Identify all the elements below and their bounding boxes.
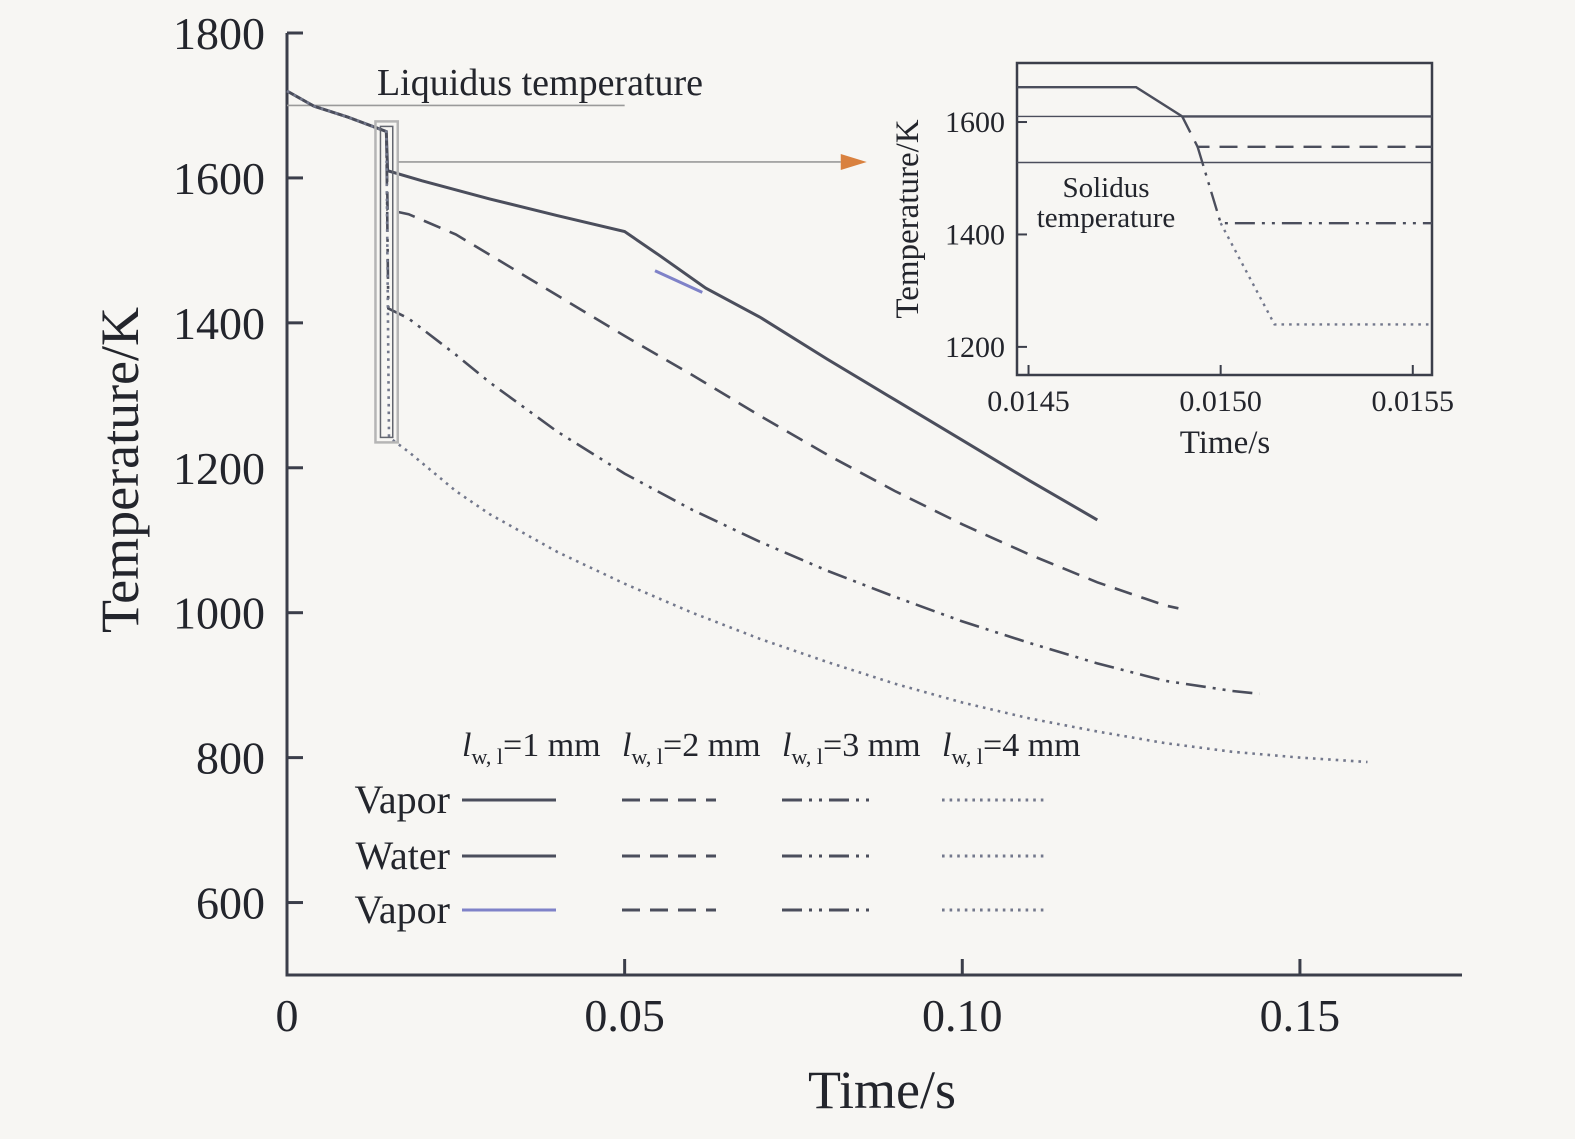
liquidus-label: Liquidus temperature — [377, 62, 703, 104]
legend: lw, l=1 mm lw, l=2 mm lw, l=3 mm lw, l=4 mm… — [354, 727, 1080, 932]
x-tick-label: 0.05 — [584, 990, 665, 1041]
y-tick-label: 1200 — [173, 443, 265, 494]
inset-y-tick-label: 1600 — [945, 106, 1005, 139]
main-plot: 0 0.05 0.10 0.15 600 800 1000 1200 1400 1600 1800 T… — [90, 8, 1462, 1120]
inset-frame — [1015, 61, 1434, 377]
y-tick-label: 1000 — [173, 588, 265, 639]
inset-x-tick-label: 0.0145 — [987, 385, 1070, 418]
legend-column-header: lw, l=4 mm — [942, 727, 1081, 769]
inset-x-axis-label: Time/s — [1180, 425, 1271, 461]
series-lwl-1-mm — [286, 89, 1099, 522]
inset-x-tick-label: 0.0155 — [1372, 385, 1455, 418]
inset-y-tick-label: 1400 — [945, 218, 1005, 251]
solidus-label: temperature — [1037, 202, 1175, 234]
inset-y-axis-label: Temperature/K — [890, 119, 926, 318]
y-axis-label: Temperature/K — [90, 307, 150, 633]
inset-series-lwl-1-mm — [1017, 86, 1432, 118]
x-tick-label: 0.10 — [922, 990, 1003, 1041]
y-tick-label: 600 — [196, 878, 265, 929]
inset-series-lwl-4-mm — [1219, 222, 1432, 326]
zoom-box-outer — [374, 120, 399, 444]
legend-column-header: lw, l=3 mm — [782, 727, 921, 769]
x-tick-label: 0.15 — [1260, 990, 1341, 1041]
y-tick-label: 1400 — [173, 298, 265, 349]
x-axis-label: Time/s — [808, 1060, 956, 1120]
y-tick-label: 800 — [196, 733, 265, 784]
inset-y-tick-label: 1200 — [945, 331, 1005, 364]
inset-x-tick-label: 0.0150 — [1179, 385, 1262, 418]
legend-column-header: lw, l=2 mm — [622, 727, 761, 769]
zoom-arrow-head — [840, 153, 867, 170]
legend-row-label: Vapor — [354, 887, 450, 932]
solidus-label: Solidus — [1062, 172, 1149, 204]
legend-row-label: Vapor — [354, 777, 450, 822]
legend-row-label: Water — [356, 833, 451, 878]
legend-column-header: lw, l=1 mm — [462, 727, 601, 769]
zoom-box-inner — [379, 125, 394, 439]
y-tick-label: 1600 — [173, 153, 265, 204]
inset-plot: 0.0145 0.0150 0.0155 1200 1400 1600 Time/s Temp… — [890, 61, 1455, 461]
series-vapor-phase-segment — [654, 269, 703, 294]
y-tick-label: 1800 — [173, 8, 265, 59]
x-tick-label: 0 — [276, 990, 299, 1041]
